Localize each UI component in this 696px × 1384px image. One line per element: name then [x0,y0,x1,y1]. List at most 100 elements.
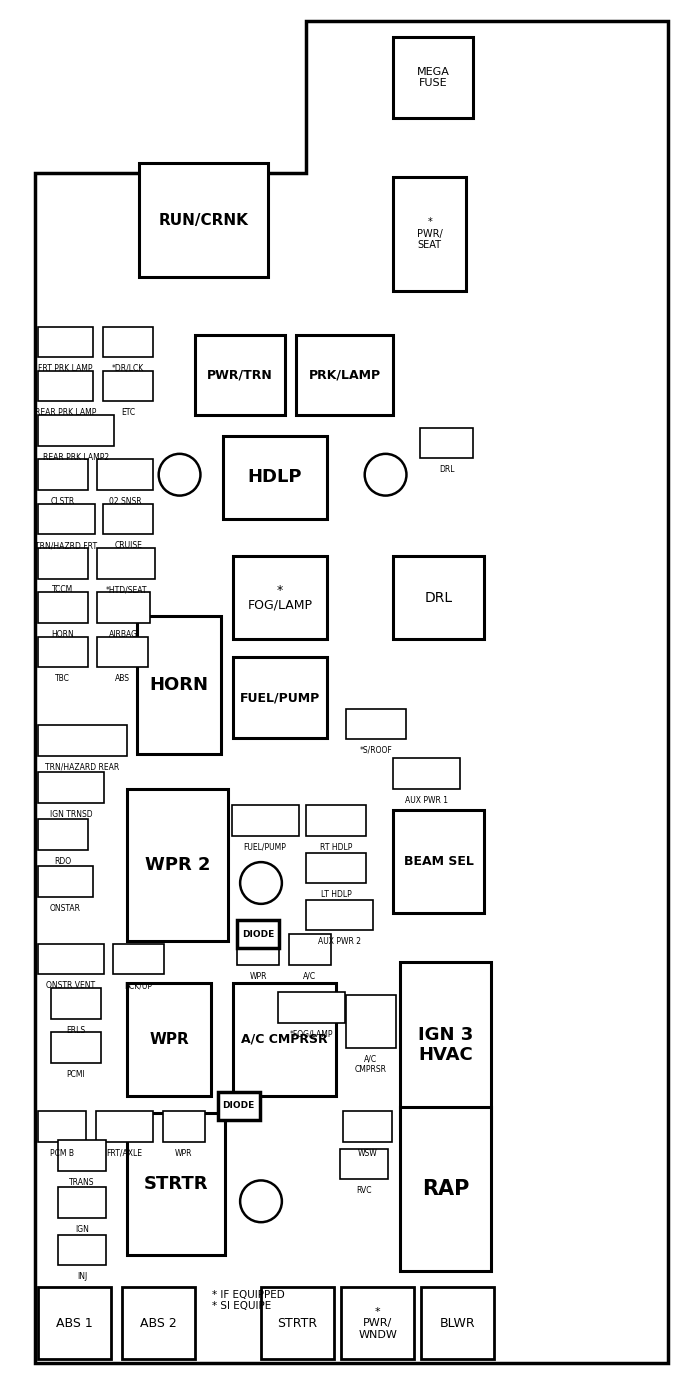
Bar [223,436,327,519]
Text: FRT/AXLE: FRT/AXLE [106,1149,143,1158]
Bar [237,920,279,948]
Bar [97,548,155,579]
Bar [218,1092,260,1120]
Bar [38,637,88,667]
Text: IGN TRNSD: IGN TRNSD [49,810,93,819]
Text: FUEL/PUMP: FUEL/PUMP [240,691,320,704]
Text: BCK/UP: BCK/UP [125,981,152,991]
Text: ABS 1: ABS 1 [56,1316,93,1330]
Bar [232,805,299,836]
Bar [38,866,93,897]
Bar [421,1287,494,1359]
Text: RDO: RDO [54,857,71,866]
Bar [393,556,484,639]
Text: A/C: A/C [303,972,316,981]
Text: A/C
CMPRSR: A/C CMPRSR [355,1055,387,1074]
Text: BLWR: BLWR [440,1316,475,1330]
Bar [341,1287,414,1359]
Text: CRUISE: CRUISE [114,541,142,551]
Text: *FOG/LAMP: *FOG/LAMP [290,1030,333,1039]
Text: PWR/TRN: PWR/TRN [207,368,273,382]
Bar [278,992,345,1023]
Bar [400,1107,491,1271]
Bar [122,1287,195,1359]
Text: *DR/LCK: *DR/LCK [112,364,144,374]
Bar [343,1111,392,1142]
Text: PRK/LAMP: PRK/LAMP [308,368,381,382]
Text: ETC: ETC [121,408,135,418]
Text: DIODE: DIODE [223,1102,255,1110]
Text: PCMI: PCMI [67,1070,85,1080]
Text: *HTD/SEAT: *HTD/SEAT [105,585,147,595]
Bar [139,163,268,277]
Text: FUEL/PUMP: FUEL/PUMP [244,843,287,853]
Text: WPR 2: WPR 2 [145,855,211,875]
Text: TBC: TBC [55,674,70,684]
Text: RT HDLP: RT HDLP [320,843,352,853]
Text: AIRBAG: AIRBAG [109,630,139,639]
Bar [97,637,148,667]
Text: ABS: ABS [115,674,130,684]
Bar [233,556,327,639]
Text: DRL: DRL [425,591,452,605]
Text: RUN/CRNK: RUN/CRNK [159,213,248,227]
Text: STRTR: STRTR [144,1175,208,1193]
Bar [127,1113,225,1255]
Bar [400,962,491,1128]
Text: DIODE: DIODE [242,930,274,938]
Text: * IF EQUIPPED
* SI EQUIPE: * IF EQUIPPED * SI EQUIPE [212,1290,285,1312]
Text: TCCM: TCCM [52,585,73,595]
Text: *S/ROOF: *S/ROOF [359,746,393,756]
Text: AUX PWR 1: AUX PWR 1 [405,796,448,805]
Bar [393,37,473,118]
Text: A/C CMPRSR: A/C CMPRSR [242,1032,328,1046]
Bar [38,504,95,534]
Bar [195,335,285,415]
Bar [306,900,373,930]
Ellipse shape [159,454,200,495]
Bar [97,459,153,490]
Bar [38,1287,111,1359]
Bar [51,1032,101,1063]
Bar [38,371,93,401]
Bar [38,819,88,850]
Bar [38,772,104,803]
Bar [237,934,279,965]
Bar [233,983,336,1096]
Text: REAR PRK LAMP2: REAR PRK LAMP2 [42,453,109,462]
Text: CLSTR: CLSTR [51,497,74,507]
Text: ABS 2: ABS 2 [140,1316,177,1330]
Ellipse shape [240,862,282,904]
Bar [38,459,88,490]
Bar [51,988,101,1019]
Text: TRANS: TRANS [70,1178,95,1187]
Text: *
PWR/
SEAT: * PWR/ SEAT [417,217,443,251]
Bar [393,810,484,913]
Bar [393,177,466,291]
Bar [163,1111,205,1142]
Text: HDLP: HDLP [248,468,302,487]
Text: WPR: WPR [175,1149,193,1158]
Text: WPR: WPR [249,972,267,981]
Bar [306,853,366,883]
Bar [38,944,104,974]
Text: LT HDLP: LT HDLP [321,890,351,900]
Text: IGN 3
HVAC: IGN 3 HVAC [418,1026,473,1064]
Bar [38,725,127,756]
Bar [58,1140,106,1171]
Text: RVC: RVC [356,1186,372,1196]
Bar [38,548,88,579]
Text: PCM B: PCM B [50,1149,74,1158]
Text: BEAM SEL: BEAM SEL [404,855,473,868]
Text: TRN/HAZARD REAR: TRN/HAZARD REAR [45,763,119,772]
Text: WSW: WSW [358,1149,377,1158]
Bar [289,934,331,965]
Text: REAR PRK LAMP: REAR PRK LAMP [35,408,96,418]
Text: TRN/HAZRD FRT: TRN/HAZRD FRT [35,541,97,551]
Bar [233,657,327,738]
Bar [58,1187,106,1218]
Text: 02 SNSR: 02 SNSR [109,497,141,507]
Bar [103,371,153,401]
Bar [420,428,473,458]
Text: AUX PWR 2: AUX PWR 2 [318,937,361,947]
